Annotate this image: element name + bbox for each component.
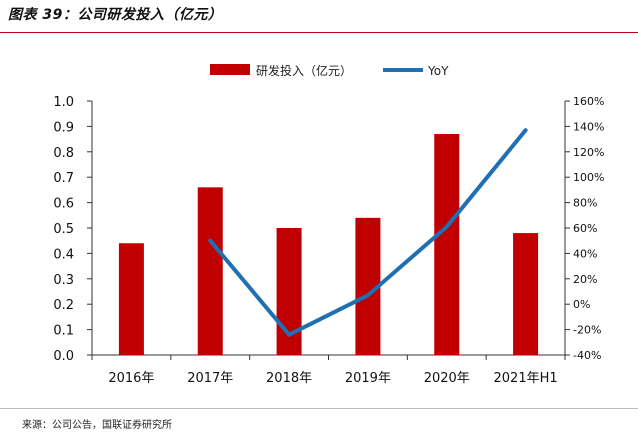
y-left-tick-label: 0.1	[53, 324, 74, 339]
x-tick-label: 2020年	[424, 371, 470, 386]
y-right-tick-label: -20%	[573, 324, 601, 337]
y-left-tick-label: 0.9	[53, 120, 74, 135]
bar-series	[118, 134, 539, 355]
footer-divider	[0, 408, 638, 409]
y-right-tick-label: 0%	[573, 298, 590, 311]
x-tick-label: 2021年H1	[494, 371, 558, 386]
bar	[434, 134, 460, 355]
y-right-tick-label: 20%	[573, 273, 597, 286]
yoy-series	[208, 128, 528, 337]
y-right-tick-label: 80%	[573, 197, 597, 210]
x-tick-label: 2019年	[345, 371, 391, 386]
y-right-tick-label: 140%	[573, 120, 604, 133]
y-left-tick-label: 0.5	[53, 222, 74, 237]
source-note: 来源：公司公告，国联证券研究所	[22, 420, 172, 431]
y-left-tick-label: 0.0	[53, 349, 74, 364]
legend: 研发投入（亿元） YoY	[210, 63, 449, 78]
y-right-tick-label: 40%	[573, 247, 597, 260]
title-divider	[0, 32, 638, 33]
y-right-tick-label: 120%	[573, 146, 604, 159]
legend-swatch-bar	[210, 64, 250, 75]
bar	[118, 243, 144, 355]
y-right-tick-label: 100%	[573, 171, 604, 184]
legend-label-bar: 研发投入（亿元）	[256, 63, 352, 78]
y-left-tick-label: 0.2	[53, 298, 74, 313]
legend-label-line: YoY	[427, 64, 449, 78]
y-left-tick-label: 0.4	[53, 247, 74, 262]
y-left-tick-label: 0.8	[53, 146, 74, 161]
bar	[513, 233, 539, 355]
y-left-tick-label: 0.3	[53, 273, 74, 288]
figure-title: 图表 39：公司研发投入（亿元）	[8, 7, 223, 23]
y-left-tick-label: 1.0	[53, 95, 74, 110]
bar	[197, 187, 223, 355]
y-left-tick-label: 0.6	[53, 197, 74, 212]
y-right-tick-label: 60%	[573, 222, 597, 235]
y-right-tick-label: -40%	[573, 349, 601, 362]
x-tick-label: 2016年	[108, 371, 154, 386]
x-tick-label: 2017年	[187, 371, 233, 386]
y-right-tick-label: 160%	[573, 95, 604, 108]
y-left-tick-label: 0.7	[53, 171, 74, 186]
axes: 0.0 0.1 0.2 0.3 0.4 0.5 0.6 0.7 0.8 0.9 1.0 -40% -20…	[53, 95, 604, 386]
x-tick-label: 2018年	[266, 371, 312, 386]
